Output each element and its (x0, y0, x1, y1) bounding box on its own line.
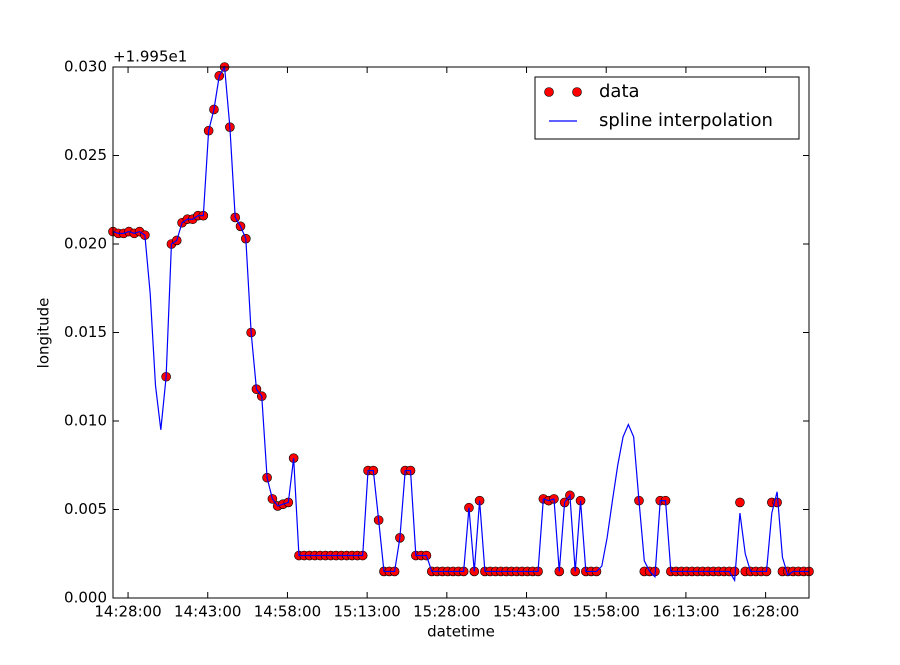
offset-label: +1.995e1 (113, 48, 187, 66)
plot-frame (112, 66, 810, 599)
y-tick-label: 0.015 (64, 323, 107, 341)
legend-box (534, 76, 800, 140)
x-tick-label: 14:43:00 (174, 603, 241, 621)
data-point (735, 497, 745, 508)
x-tick-label: 16:13:00 (652, 603, 719, 621)
y-axis-label: longitude (35, 298, 53, 369)
y-tick-label: 0.000 (64, 589, 107, 607)
x-tick-label: 15:13:00 (333, 603, 400, 621)
y-tick-label: 0.020 (64, 235, 107, 253)
x-axis-label: datetime (427, 623, 495, 641)
x-tick-label: 15:28:00 (413, 603, 480, 621)
x-tick-label: 15:58:00 (573, 603, 640, 621)
y-tick-label: 0.025 (64, 146, 107, 164)
y-tick-label: 0.005 (64, 500, 107, 518)
spline-line (112, 65, 809, 583)
legend-label: spline interpolation (599, 110, 773, 131)
x-tick-label: 15:43:00 (493, 603, 560, 621)
legend-marker (572, 87, 582, 97)
legend-marker (544, 87, 554, 97)
x-tick-label: 16:28:00 (732, 603, 799, 621)
x-tick-label: 14:28:00 (94, 603, 161, 621)
y-tick-label: 0.010 (64, 412, 107, 430)
legend-label: data (599, 81, 640, 102)
x-tick-label: 14:58:00 (254, 603, 321, 621)
y-tick-label: 0.030 (64, 58, 107, 76)
